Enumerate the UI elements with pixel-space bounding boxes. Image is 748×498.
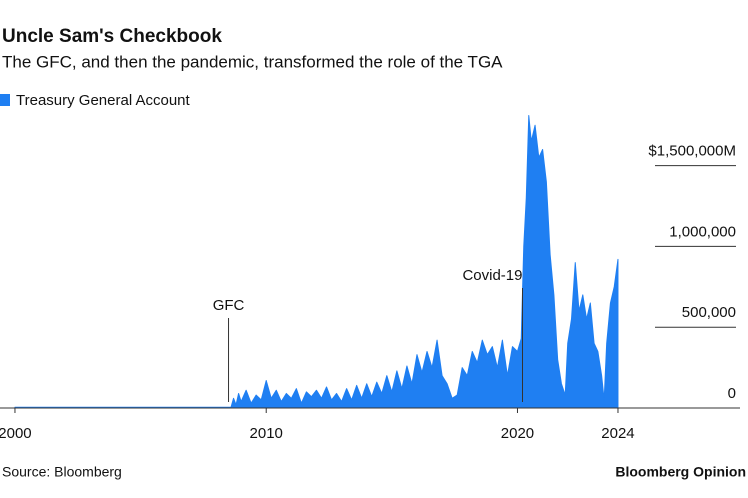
x-tick-label: 2020 — [501, 425, 534, 442]
legend-swatch — [0, 94, 10, 106]
y-tick-label: 500,000 — [682, 304, 736, 321]
brand: Bloomberg Opinion — [615, 464, 746, 480]
y-tick-label: 1,000,000 — [669, 223, 736, 240]
chart-title: Uncle Sam's Checkbook — [2, 26, 222, 47]
source: Source: Bloomberg — [2, 464, 122, 480]
y-tick-label: 0 — [728, 385, 736, 402]
chart-subtitle: The GFC, and then the pandemic, transfor… — [2, 52, 503, 71]
annotation-label: GFC — [213, 297, 245, 314]
x-tick-label: 2000 — [0, 425, 32, 442]
area — [14, 115, 619, 409]
y-tick-label: $1,500,000M — [648, 143, 736, 160]
legend-label: Treasury General Account — [16, 92, 191, 109]
x-tick-label: 2024 — [601, 425, 634, 442]
x-tick-label: 2010 — [250, 425, 283, 442]
annotation-label: Covid-19 — [462, 267, 522, 284]
